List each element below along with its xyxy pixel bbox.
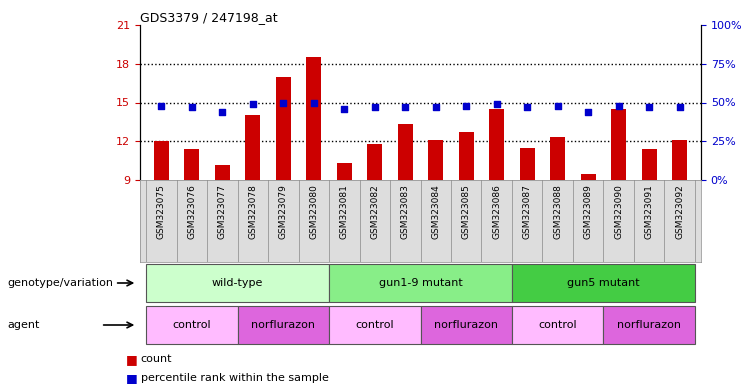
Text: GSM323082: GSM323082 (370, 184, 379, 239)
Bar (550, 137, 565, 180)
Text: GSM323083: GSM323083 (401, 184, 410, 239)
Text: GSM323086: GSM323086 (492, 184, 501, 239)
Point (186, 104, 198, 110)
Point (247, 101, 259, 107)
Text: GSM323087: GSM323087 (522, 184, 532, 239)
Text: wild-type: wild-type (212, 278, 263, 288)
Bar (146, 306, 238, 344)
Bar (153, 141, 169, 180)
Bar (146, 264, 329, 302)
Text: GSM323080: GSM323080 (309, 184, 319, 239)
Point (216, 109, 228, 115)
Point (613, 103, 625, 109)
Bar (306, 57, 322, 180)
Text: agent: agent (7, 320, 39, 330)
Point (491, 101, 502, 107)
Text: GSM323078: GSM323078 (248, 184, 257, 239)
Bar (215, 164, 230, 180)
Text: GSM323090: GSM323090 (614, 184, 623, 239)
Text: norflurazon: norflurazon (251, 320, 316, 330)
Point (156, 103, 167, 109)
Point (430, 104, 442, 110)
Bar (245, 116, 260, 180)
Bar (329, 264, 512, 302)
Text: GSM323085: GSM323085 (462, 184, 471, 239)
Text: GSM323075: GSM323075 (157, 184, 166, 239)
Bar (276, 77, 291, 180)
Bar (642, 149, 657, 180)
Bar (580, 174, 596, 180)
Bar (185, 149, 199, 180)
Text: GSM323079: GSM323079 (279, 184, 288, 239)
Point (369, 104, 381, 110)
Bar (428, 140, 443, 180)
Text: GSM323092: GSM323092 (675, 184, 684, 239)
Bar (367, 144, 382, 180)
Point (643, 104, 655, 110)
Bar (420, 306, 512, 344)
Text: control: control (173, 320, 211, 330)
Text: GSM323081: GSM323081 (340, 184, 349, 239)
Text: percentile rank within the sample: percentile rank within the sample (141, 373, 329, 383)
Text: GSM323089: GSM323089 (584, 184, 593, 239)
Bar (459, 132, 473, 180)
Point (521, 104, 533, 110)
Bar (603, 306, 695, 344)
Text: GSM323077: GSM323077 (218, 184, 227, 239)
Point (552, 103, 564, 109)
Text: GSM323091: GSM323091 (645, 184, 654, 239)
Bar (238, 306, 329, 344)
Text: GSM323084: GSM323084 (431, 184, 440, 239)
Bar (489, 109, 505, 180)
Text: ■: ■ (126, 353, 138, 366)
Text: genotype/variation: genotype/variation (7, 278, 113, 288)
Text: gun1-9 mutant: gun1-9 mutant (379, 278, 462, 288)
Text: norflurazon: norflurazon (434, 320, 498, 330)
Bar (398, 124, 413, 180)
Text: ■: ■ (126, 372, 138, 384)
Point (460, 103, 472, 109)
Text: GSM323076: GSM323076 (187, 184, 196, 239)
Point (308, 99, 319, 106)
Bar (519, 148, 535, 180)
Point (674, 104, 685, 110)
Text: GDS3379 / 247198_at: GDS3379 / 247198_at (140, 11, 278, 24)
Text: norflurazon: norflurazon (617, 320, 681, 330)
Text: gun5 mutant: gun5 mutant (567, 278, 639, 288)
Text: control: control (539, 320, 577, 330)
Bar (512, 306, 603, 344)
Text: count: count (141, 354, 173, 364)
Bar (611, 109, 626, 180)
Text: control: control (356, 320, 394, 330)
Bar (336, 163, 352, 180)
Point (582, 109, 594, 115)
Point (277, 99, 289, 106)
Point (399, 104, 411, 110)
Bar (329, 306, 420, 344)
Bar (672, 140, 688, 180)
Text: GSM323088: GSM323088 (554, 184, 562, 239)
Point (339, 106, 350, 112)
Bar (512, 264, 695, 302)
